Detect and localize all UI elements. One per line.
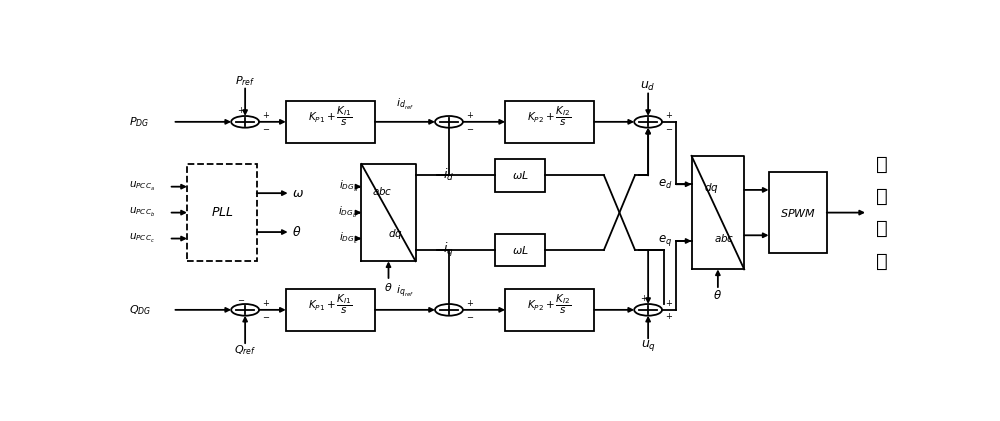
- Text: $+$: $+$: [665, 110, 673, 120]
- Text: $K_{P1}+\dfrac{K_{I1}}{s}$: $K_{P1}+\dfrac{K_{I1}}{s}$: [308, 293, 353, 316]
- Text: $PLL$: $PLL$: [211, 206, 233, 219]
- Text: $+$: $+$: [466, 110, 474, 120]
- Text: $\boldsymbol{u_d}$: $\boldsymbol{u_d}$: [640, 80, 656, 93]
- Text: $\theta$: $\theta$: [384, 281, 393, 293]
- Text: $i_q$: $i_q$: [443, 241, 453, 259]
- Text: $-$: $-$: [466, 123, 474, 133]
- Text: $i_{DG_a}$: $i_{DG_a}$: [339, 179, 358, 194]
- Text: $-$: $-$: [237, 294, 245, 303]
- Text: $+$: $+$: [665, 312, 673, 322]
- Text: 信: 信: [876, 219, 888, 238]
- Text: $+$: $+$: [262, 110, 270, 120]
- Bar: [495, 234, 545, 266]
- Text: $-$: $-$: [262, 312, 270, 320]
- Bar: [505, 101, 594, 143]
- Text: $i_d$: $i_d$: [443, 167, 454, 184]
- Text: $abc$: $abc$: [372, 185, 392, 197]
- Text: 号: 号: [876, 252, 888, 271]
- Bar: [286, 289, 375, 331]
- Text: $abc$: $abc$: [714, 232, 734, 244]
- Text: $u_{PCC_a}$: $u_{PCC_a}$: [129, 180, 155, 193]
- Text: $-$: $-$: [466, 312, 474, 320]
- Text: $-$: $-$: [665, 123, 673, 133]
- Text: 冲: 冲: [876, 187, 888, 206]
- Bar: [187, 164, 257, 261]
- Text: $\theta$: $\theta$: [292, 225, 301, 239]
- Text: $i_{q_{ref}}$: $i_{q_{ref}}$: [396, 284, 414, 300]
- Text: $+$: $+$: [262, 298, 270, 308]
- Bar: [505, 289, 594, 331]
- Text: $\theta$: $\theta$: [713, 289, 722, 302]
- Text: $e_d$: $e_d$: [658, 178, 672, 191]
- Text: 脉: 脉: [876, 155, 888, 173]
- Text: $i_{d_{ref}}$: $i_{d_{ref}}$: [396, 97, 414, 112]
- Text: $u_{PCC_b}$: $u_{PCC_b}$: [129, 206, 155, 219]
- Text: $P_{DG}$: $P_{DG}$: [129, 115, 149, 129]
- Text: $\omega L$: $\omega L$: [512, 244, 529, 256]
- Text: $-$: $-$: [262, 123, 270, 133]
- Text: $\omega L$: $\omega L$: [512, 169, 529, 181]
- Text: $\boldsymbol{u_q}$: $\boldsymbol{u_q}$: [641, 338, 656, 353]
- Text: $e_q$: $e_q$: [658, 234, 672, 248]
- Text: $P_{ref}$: $P_{ref}$: [235, 75, 255, 88]
- Bar: [286, 101, 375, 143]
- Text: $K_{P2}+\dfrac{K_{I2}}{s}$: $K_{P2}+\dfrac{K_{I2}}{s}$: [527, 104, 572, 128]
- Text: $SPWM$: $SPWM$: [780, 207, 816, 218]
- Text: $Q_{ref}$: $Q_{ref}$: [234, 343, 256, 357]
- Text: $+$: $+$: [237, 105, 245, 115]
- Text: $i_{DG_c}$: $i_{DG_c}$: [339, 231, 358, 246]
- Text: $Q_{DG}$: $Q_{DG}$: [129, 303, 151, 317]
- Text: $i_{DG_b}$: $i_{DG_b}$: [338, 205, 358, 220]
- Text: $K_{P1}+\dfrac{K_{I1}}{s}$: $K_{P1}+\dfrac{K_{I1}}{s}$: [308, 104, 353, 128]
- Bar: [495, 159, 545, 192]
- Text: $+$: $+$: [466, 298, 474, 308]
- Text: $\omega$: $\omega$: [292, 187, 304, 200]
- Bar: [769, 172, 827, 253]
- Text: $+$: $+$: [665, 298, 673, 308]
- Text: $dq$: $dq$: [388, 227, 402, 241]
- Text: $+$: $+$: [640, 293, 648, 303]
- Text: $dq$: $dq$: [704, 181, 719, 195]
- Text: $u_{PCC_c}$: $u_{PCC_c}$: [129, 232, 155, 245]
- Text: $K_{P2}+\dfrac{K_{I2}}{s}$: $K_{P2}+\dfrac{K_{I2}}{s}$: [527, 293, 572, 316]
